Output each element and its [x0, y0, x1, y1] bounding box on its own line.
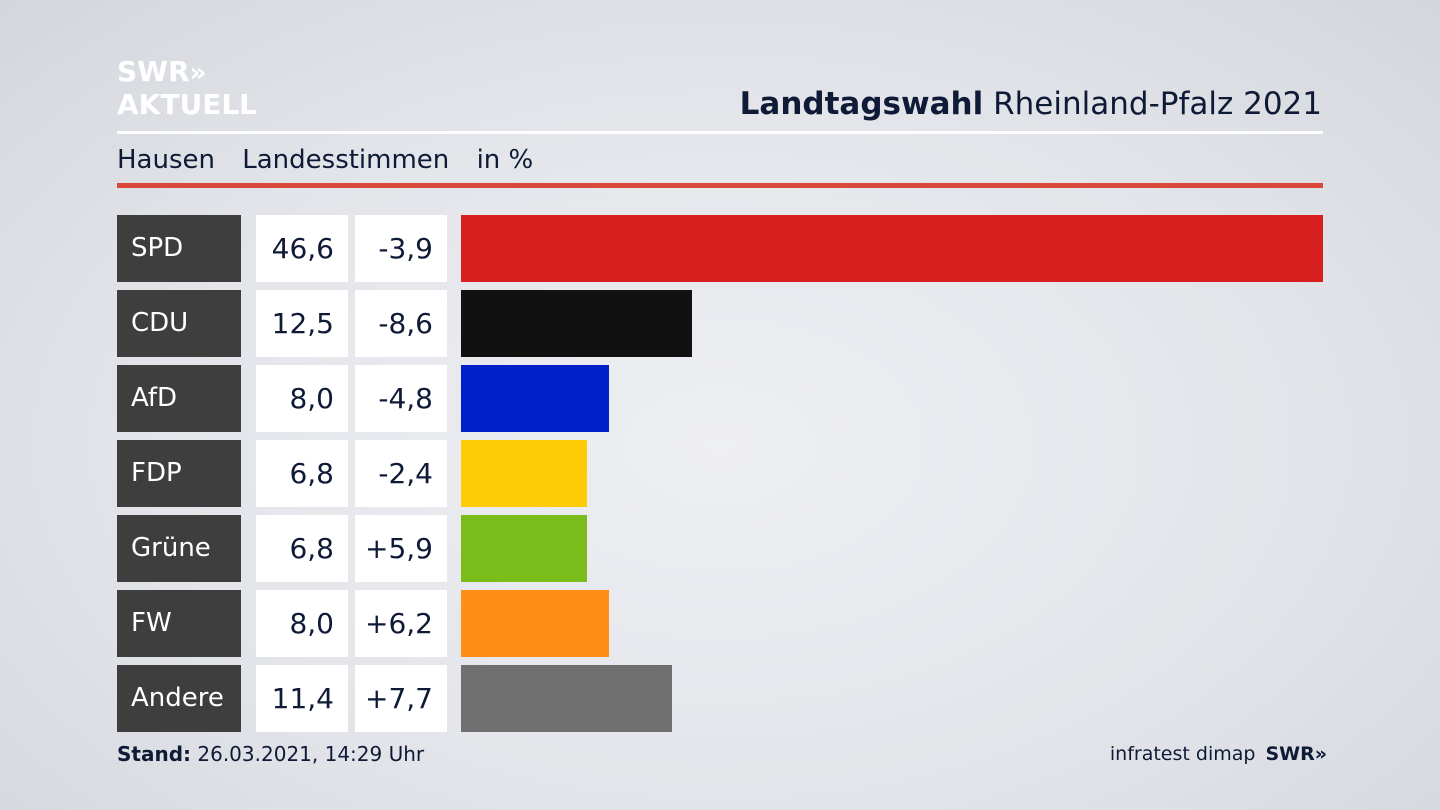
title-rest: Rheinland-Pfalz 2021 — [993, 86, 1322, 122]
bar-row: SPD 46,6 -3,9 — [117, 215, 1323, 282]
stand-value: 26.03.2021, 14:29 Uhr — [197, 742, 425, 766]
percent-value: 8,0 — [256, 365, 348, 432]
logo-aktuell-text: AKTUELL — [117, 88, 258, 121]
difference-value: +6,2 — [355, 590, 447, 657]
swr-aktuell-logo: SWR» AKTUELL — [117, 56, 257, 120]
subtitle-unit: in % — [476, 145, 534, 175]
party-label: FDP — [117, 440, 241, 507]
percent-value: 8,0 — [256, 590, 348, 657]
bar-row: CDU 12,5 -8,6 — [117, 290, 1323, 357]
logo-swr-text: SWR — [117, 55, 190, 88]
result-bar — [461, 665, 672, 732]
result-bar — [461, 440, 587, 507]
source-credit: infratest dimap SWR» — [1109, 740, 1327, 768]
header-divider — [117, 131, 1323, 134]
source-text: infratest dimap — [1109, 743, 1256, 765]
bar-row: FW 8,0 +6,2 — [117, 590, 1323, 657]
party-label: Andere — [117, 665, 241, 732]
percent-value: 46,6 — [256, 215, 348, 282]
party-label: AfD — [117, 365, 241, 432]
swr-footer-logo: SWR» — [1265, 743, 1327, 765]
bar-row: AfD 8,0 -4,8 — [117, 365, 1323, 432]
difference-value: +7,7 — [355, 665, 447, 732]
percent-value: 6,8 — [256, 440, 348, 507]
party-label: FW — [117, 590, 241, 657]
page-title: Landtagswahl Rheinland-Pfalz 2021 — [740, 84, 1322, 124]
result-bar — [461, 590, 609, 657]
bar-row: Grüne 6,8 +5,9 — [117, 515, 1323, 582]
logo-chevron-icon: » — [189, 58, 207, 88]
result-bar — [461, 515, 587, 582]
result-bar — [461, 290, 692, 357]
difference-value: -3,9 — [355, 215, 447, 282]
bar-row: FDP 6,8 -2,4 — [117, 440, 1323, 507]
difference-value: -4,8 — [355, 365, 447, 432]
party-label: CDU — [117, 290, 241, 357]
percent-value: 6,8 — [256, 515, 348, 582]
subtitle-divider — [117, 183, 1323, 188]
difference-value: -8,6 — [355, 290, 447, 357]
percent-value: 12,5 — [256, 290, 348, 357]
party-label: Grüne — [117, 515, 241, 582]
result-bar — [461, 365, 609, 432]
stand-label: Stand: — [117, 742, 192, 766]
swr-footer-text: SWR — [1265, 743, 1315, 765]
timestamp: Stand: 26.03.2021, 14:29 Uhr — [117, 740, 424, 768]
footer-chevron-icon: » — [1314, 743, 1327, 765]
difference-value: +5,9 — [355, 515, 447, 582]
chart-subtitle: Hausen Landesstimmen in % — [117, 142, 552, 178]
party-label: SPD — [117, 215, 241, 282]
title-bold: Landtagswahl — [739, 86, 984, 122]
percent-value: 11,4 — [256, 665, 348, 732]
subtitle-place: Hausen — [117, 145, 215, 175]
result-bar — [461, 215, 1323, 282]
difference-value: -2,4 — [355, 440, 447, 507]
bar-row: Andere 11,4 +7,7 — [117, 665, 1323, 732]
subtitle-measure: Landesstimmen — [242, 145, 450, 175]
